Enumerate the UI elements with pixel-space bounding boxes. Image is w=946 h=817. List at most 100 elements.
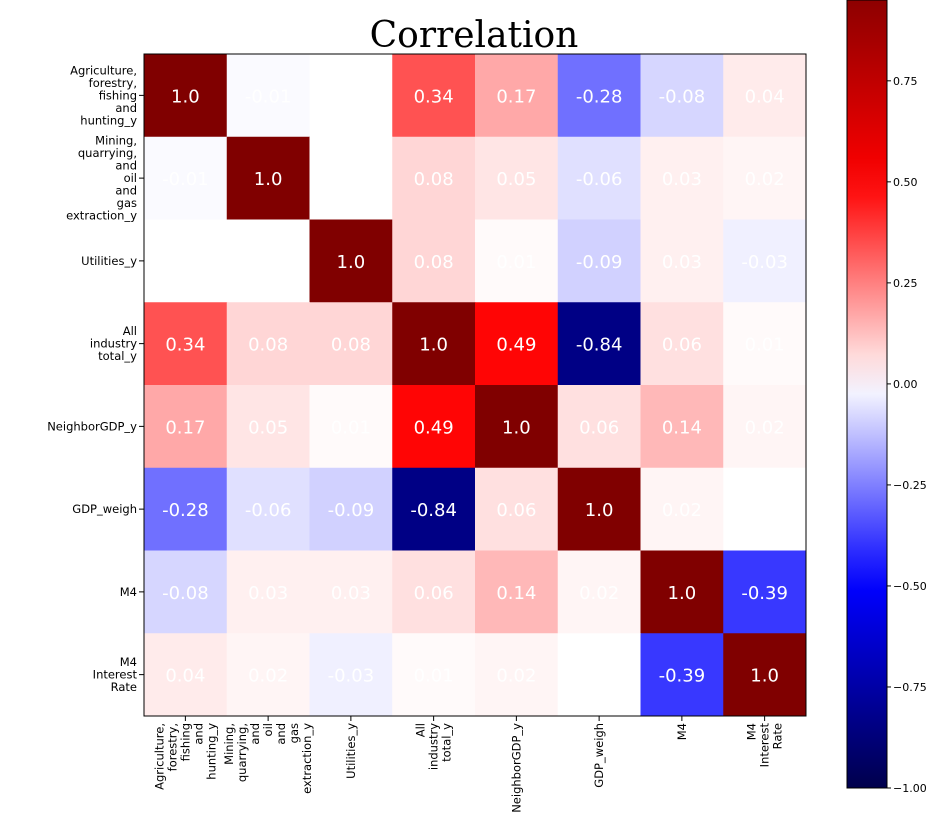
heatmap-cell — [557, 54, 641, 138]
heatmap-cell — [309, 136, 393, 220]
heatmap-cell — [392, 385, 476, 469]
heatmap-cell — [723, 136, 807, 220]
cell-value-label: 0.03 — [662, 252, 702, 273]
heatmap-cell — [640, 385, 724, 469]
cell-value-label: 1.0 — [668, 583, 697, 604]
cell-value-label: 0.49 — [414, 417, 454, 438]
heatmap-cell — [309, 385, 393, 469]
x-tick-label: GDP_weigh — [592, 723, 606, 788]
y-axis-tick-labels: Agriculture, forestry, fishing and hunting_y… — [47, 63, 144, 694]
heatmap-cell — [226, 550, 310, 634]
cell-value-label: -0.01 — [245, 86, 292, 107]
heatmap-cell — [392, 54, 476, 138]
colorbar-tick-label: 0.00 — [893, 378, 918, 391]
cell-value-label: 0.04 — [745, 86, 785, 107]
heatmap-cell — [309, 54, 393, 138]
heatmap-cell — [226, 54, 310, 138]
heatmap-cell — [640, 302, 724, 386]
heatmap-cell — [144, 302, 228, 386]
cell-value-label: 1.0 — [254, 169, 283, 190]
cell-value-label: 0.04 — [165, 666, 205, 687]
y-tick-label: Mining, quarrying, and oil and gas extraction_… — [66, 134, 137, 223]
cell-value-label: 0.02 — [745, 417, 785, 438]
heatmap-cell — [309, 550, 393, 634]
cell-value-label: 0.34 — [165, 335, 205, 356]
cell-value-label: 1.0 — [337, 252, 366, 273]
heatmap-cell — [144, 633, 228, 717]
colorbar-tick-label: 0.75 — [893, 75, 918, 88]
heatmap-cell — [723, 550, 807, 634]
heatmap-cell — [640, 633, 724, 717]
cell-value-label: -0.08 — [659, 86, 706, 107]
cell-value-label: -0.28 — [162, 500, 209, 521]
cell-value-label: -0.84 — [576, 335, 623, 356]
heatmap-cell — [309, 219, 393, 303]
cell-value-label: 0.06 — [579, 417, 619, 438]
cell-value-label: 0.06 — [414, 583, 454, 604]
heatmap-cell — [723, 302, 807, 386]
cell-value-label: 0.08 — [331, 335, 371, 356]
cell-value-label: -0.09 — [576, 252, 623, 273]
cell-value-label: 0.49 — [496, 335, 536, 356]
cell-value-label: 0.14 — [662, 417, 702, 438]
cell-value-label: 1.0 — [419, 335, 448, 356]
heatmap-cell — [557, 136, 641, 220]
cell-value-label: 0.08 — [248, 335, 288, 356]
heatmap-cell — [723, 54, 807, 138]
cell-value-label: -0.28 — [576, 86, 623, 107]
heatmap-cell — [475, 219, 559, 303]
y-tick-label: Utilities_y — [81, 254, 137, 268]
cell-value-label: 0.03 — [331, 583, 371, 604]
heatmap-cell — [640, 219, 724, 303]
cell-value-label: 0.01 — [496, 252, 536, 273]
heatmap-cell — [392, 467, 476, 551]
colorbar-tick-label: −1.00 — [893, 782, 927, 795]
cell-value-label: -0.01 — [162, 169, 209, 190]
cell-value-label: -0.06 — [576, 169, 623, 190]
cell-value-label: 0.01 — [745, 335, 785, 356]
heatmap-cell — [640, 136, 724, 220]
cell-value-label: -0.39 — [741, 583, 788, 604]
heatmap-cell — [475, 136, 559, 220]
heatmap-cell — [144, 54, 228, 138]
heatmap-cell — [557, 302, 641, 386]
cell-value-label: -0.39 — [659, 666, 706, 687]
heatmap-cell — [475, 633, 559, 717]
cell-value-label: 0.02 — [745, 169, 785, 190]
cell-value-label: 0.34 — [414, 86, 454, 107]
heatmap-cell — [309, 633, 393, 717]
heatmap-cell — [392, 302, 476, 386]
heatmap-cell — [723, 385, 807, 469]
heatmap-cell-labels: 1.0 -0.01 0.34 0.17 -0.28 -0.08 0.04 -0.01 1.0 0.… — [162, 86, 788, 686]
heatmap-cell — [475, 54, 559, 138]
cell-value-label: -0.08 — [162, 583, 209, 604]
cell-value-label: -0.09 — [328, 500, 375, 521]
x-tick-label: Utilities_y — [344, 723, 358, 779]
colorbar-tick-label: −0.25 — [893, 479, 927, 492]
cell-value-label: 0.05 — [496, 169, 536, 190]
cell-value-label: -0.84 — [410, 500, 457, 521]
heatmap-cell — [392, 136, 476, 220]
cell-value-label: 1.0 — [750, 666, 779, 687]
x-tick-label: Allindustrytotal_y — [414, 723, 454, 770]
heatmap-cell — [226, 302, 310, 386]
x-tick-label: M4InterestRate — [745, 723, 785, 768]
heatmap-cell — [226, 136, 310, 220]
heatmap-cell — [475, 467, 559, 551]
y-tick-label: M4 — [120, 585, 137, 599]
cell-value-label: 0.03 — [248, 583, 288, 604]
cell-value-label: 0.08 — [414, 252, 454, 273]
x-axis-tick-labels: Agriculture,forestry,fishingandhunting_y… — [152, 716, 785, 813]
heatmap-cell — [475, 302, 559, 386]
y-tick-label: GDP_weigh — [72, 502, 137, 516]
heatmap-cell — [144, 385, 228, 469]
heatmap-cell — [309, 467, 393, 551]
heatmap-cell — [557, 550, 641, 634]
cell-value-label: 0.06 — [662, 335, 702, 356]
x-tick-label: Agriculture,forestry,fishingandhunting_y — [152, 723, 218, 790]
cell-value-label: 0.01 — [331, 417, 371, 438]
cell-value-label: 0.14 — [496, 583, 536, 604]
heatmap-cell — [226, 467, 310, 551]
heatmap-cell — [475, 385, 559, 469]
